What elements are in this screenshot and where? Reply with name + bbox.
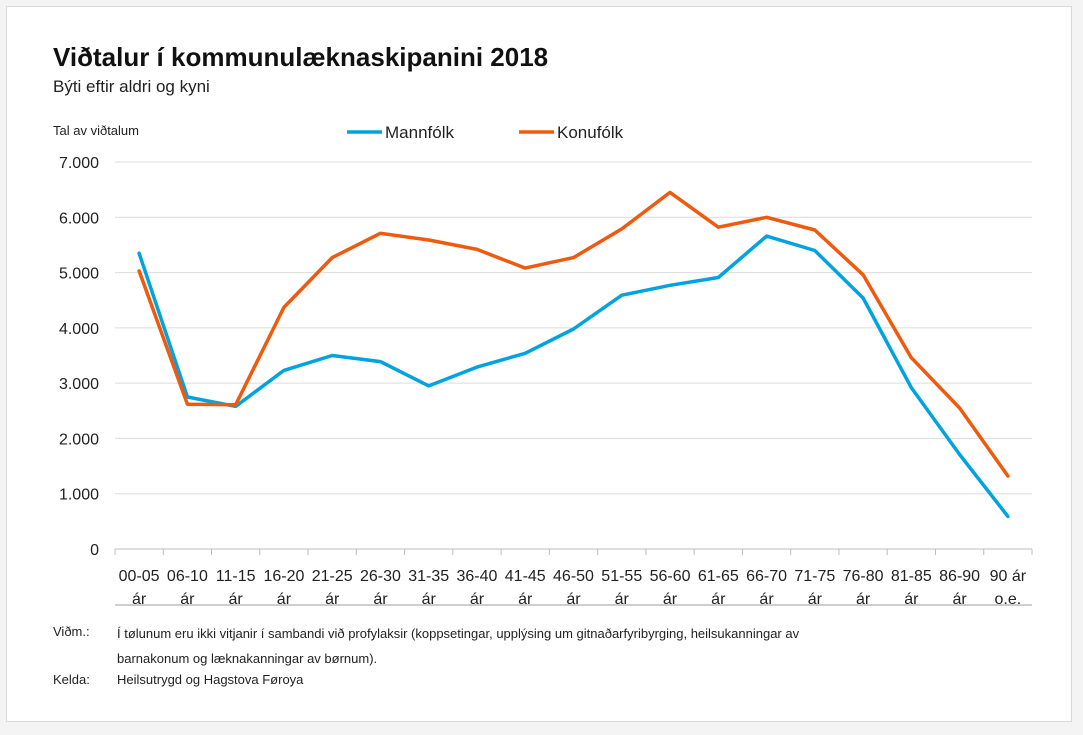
x-tick-label: 76-80 ár xyxy=(843,568,884,608)
x-tick-label: 81-85 ár xyxy=(891,568,932,608)
source-label: Kelda: xyxy=(53,672,90,687)
remark-label: Viðm.: xyxy=(53,624,90,639)
y-axis-label: Tal av viðtalum xyxy=(53,123,139,138)
chart-title: Viðtalur í kommunulæknaskipanini 2018 xyxy=(53,42,549,72)
x-tick-label: 71-75 ár xyxy=(794,568,835,608)
x-tick-label: 51-55 ár xyxy=(601,568,642,608)
x-tick-label: 36-40 ár xyxy=(457,568,498,608)
y-tick-label: 4.000 xyxy=(59,321,99,338)
x-tick-label: 41-45 ár xyxy=(505,568,546,608)
y-tick-label: 3.000 xyxy=(59,376,99,393)
x-tick-label: 90 ár o.e. xyxy=(990,568,1027,608)
chart-subtitle: Býti eftir aldri og kyni xyxy=(53,77,210,96)
x-tick-label: 11-15 ár xyxy=(216,568,256,608)
y-tick-label: 7.000 xyxy=(59,155,99,172)
series-line-mannfolk xyxy=(137,234,1010,519)
y-tick-label: 5.000 xyxy=(59,266,99,283)
x-tick-label: 61-65 ár xyxy=(698,568,739,608)
x-tick-label: 46-50 ár xyxy=(553,568,594,608)
y-tick-label: 2.000 xyxy=(59,431,99,448)
x-tick-label: 21-25 ár xyxy=(312,568,353,608)
x-tick-label: 86-90 ár xyxy=(939,568,980,608)
x-tick-label: 56-60 ár xyxy=(650,568,691,608)
y-tick-label: 1.000 xyxy=(59,487,99,504)
x-tick-label: 16-20 ár xyxy=(263,568,304,608)
x-tick-label: 66-70 ár xyxy=(746,568,787,608)
x-tick-label: 31-35 ár xyxy=(408,568,449,608)
legend-label: Konufólk xyxy=(557,123,624,142)
source-text: Heilsutrygd og Hagstova Føroya xyxy=(117,672,304,687)
x-tick-label: 26-30 ár xyxy=(360,568,401,608)
x-tick-label: 06-10 ár xyxy=(167,568,208,608)
chart-card: Viðtalur í kommunulæknaskipanini 2018 Bý… xyxy=(6,6,1072,722)
legend-label: Mannfólk xyxy=(385,123,454,142)
remark-line-2: barnakonum og læknakanningar av børnum). xyxy=(117,651,378,666)
line-chart: 0 1.000 2.000 3.000 4.000 5.000 6.000 7.000 00-0… xyxy=(59,123,1033,608)
y-tick-label: 0 xyxy=(90,542,99,559)
remark-line-1: Í tølunum eru ikki vitjanir í sambandi v… xyxy=(117,626,800,641)
y-tick-label: 6.000 xyxy=(59,210,99,227)
series-line-konufolk xyxy=(137,190,1010,478)
x-tick-label: 00-05 ár xyxy=(119,568,160,608)
